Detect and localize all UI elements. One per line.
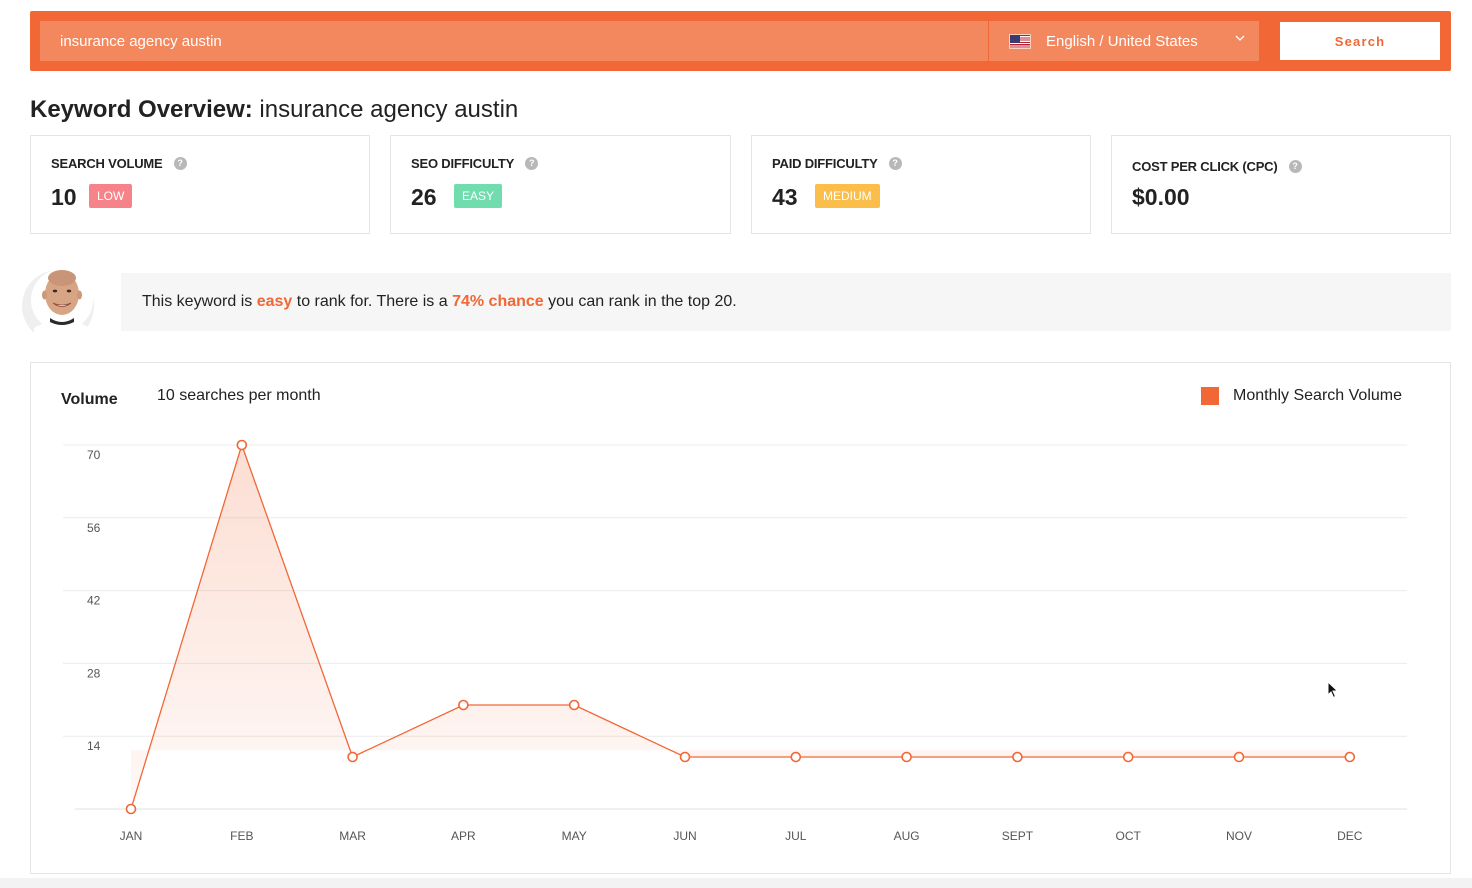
x-tick-label: DEC — [1337, 829, 1363, 843]
search-input[interactable] — [40, 21, 988, 61]
help-icon[interactable]: ? — [173, 157, 187, 170]
x-tick-label: NOV — [1226, 829, 1252, 843]
help-icon[interactable]: ? — [525, 157, 539, 170]
paid-difficulty-card: PAID DIFFICULTY? 43 MEDIUM — [751, 135, 1091, 234]
x-tick-label: FEB — [230, 829, 253, 843]
tip-chance: 74% chance — [452, 293, 544, 310]
x-tick-label: JAN — [120, 829, 143, 843]
x-tick-label: JUL — [785, 829, 807, 843]
seo-difficulty-card: SEO DIFFICULTY? 26 EASY — [390, 135, 731, 234]
x-tick-label: MAR — [339, 829, 366, 843]
data-point[interactable] — [1012, 751, 1023, 763]
volume-badge: LOW — [89, 184, 133, 208]
y-tick-label: 42 — [87, 594, 101, 608]
data-point[interactable] — [1122, 751, 1134, 763]
data-point[interactable] — [679, 751, 691, 763]
cpc-card: COST PER CLICK (CPC)? $0.00 — [1111, 135, 1451, 234]
page-title-bold: Keyword Overview: — [30, 96, 253, 123]
x-tick-label: MAY — [562, 829, 587, 843]
y-tick-label: 28 — [87, 666, 101, 680]
language-label: English / United States — [1046, 32, 1198, 50]
data-point[interactable] — [347, 751, 358, 763]
help-icon[interactable]: ? — [888, 157, 902, 170]
series-area — [131, 445, 1350, 809]
us-flag-icon — [1009, 33, 1031, 49]
language-select[interactable]: English / United States — [989, 21, 1259, 61]
data-point[interactable] — [1344, 751, 1356, 763]
x-tick-label: OCT — [1116, 829, 1142, 843]
data-point[interactable] — [236, 439, 248, 451]
paid-difficulty-badge: MEDIUM — [815, 184, 880, 208]
search-bar: English / United States Search — [30, 11, 1451, 71]
help-icon[interactable]: ? — [1288, 160, 1302, 173]
data-point[interactable] — [901, 751, 912, 763]
series-line — [130, 442, 1350, 810]
tip-middle: to rank for. There is a — [292, 293, 453, 310]
volume-line-chart: JAN FEB MAR APR MAY JUN JUL AUG SEPT OCT NOV DEC 14… — [63, 439, 1407, 843]
search-button[interactable]: Search — [1280, 22, 1440, 60]
seo-difficulty-label: SEO DIFFICULTY — [411, 156, 515, 171]
bottom-strip — [0, 878, 1472, 888]
volume-chart-panel: Volume 10 searches per month Monthly Sea… — [30, 362, 1451, 874]
data-point[interactable] — [1233, 751, 1245, 763]
page-title: Keyword Overview: insurance agency austi… — [30, 96, 518, 124]
tip-difficulty: easy — [256, 293, 293, 310]
paid-difficulty-value: 43 — [772, 184, 798, 210]
y-tick-label: 70 — [87, 448, 101, 462]
tip-suffix: you can rank in the top 20. — [543, 293, 737, 310]
chart-legend: Monthly Search Volume — [1201, 387, 1402, 405]
y-tick-label: 56 — [87, 521, 101, 535]
avatar-portrait-icon — [22, 269, 94, 342]
data-point[interactable] — [125, 803, 137, 815]
data-point[interactable] — [568, 699, 580, 711]
cpc-value: $0.00 — [1132, 184, 1190, 210]
x-tick-label: AUG — [894, 829, 920, 843]
avatar — [22, 262, 102, 346]
seo-difficulty-value: 26 — [411, 184, 437, 210]
page-title-keyword: insurance agency austin — [259, 96, 519, 123]
search-volume-card: SEARCH VOLUME? 10 LOW — [30, 135, 370, 234]
search-volume-label: SEARCH VOLUME — [51, 156, 163, 171]
search-volume-value: 10 — [51, 184, 77, 210]
x-tick-label: JUN — [673, 829, 696, 843]
tip-prefix: This keyword is — [142, 293, 257, 310]
rank-tip: This keyword is easy to rank for. There … — [121, 273, 1451, 331]
data-point[interactable] — [458, 699, 469, 711]
volume-label: Volume — [61, 391, 118, 408]
volume-summary: 10 searches per month — [157, 387, 321, 404]
legend-swatch — [1201, 387, 1220, 405]
cpc-label: COST PER CLICK (CPC) — [1132, 159, 1278, 174]
data-point[interactable] — [790, 751, 802, 763]
y-tick-label: 14 — [87, 739, 101, 753]
seo-difficulty-badge: EASY — [454, 184, 503, 208]
mouse-cursor-icon — [1327, 681, 1339, 699]
x-tick-label: APR — [451, 829, 476, 843]
chevron-down-icon — [1235, 35, 1245, 41]
legend-label: Monthly Search Volume — [1233, 387, 1402, 404]
x-tick-label: SEPT — [1002, 829, 1034, 843]
paid-difficulty-label: PAID DIFFICULTY — [772, 156, 878, 171]
